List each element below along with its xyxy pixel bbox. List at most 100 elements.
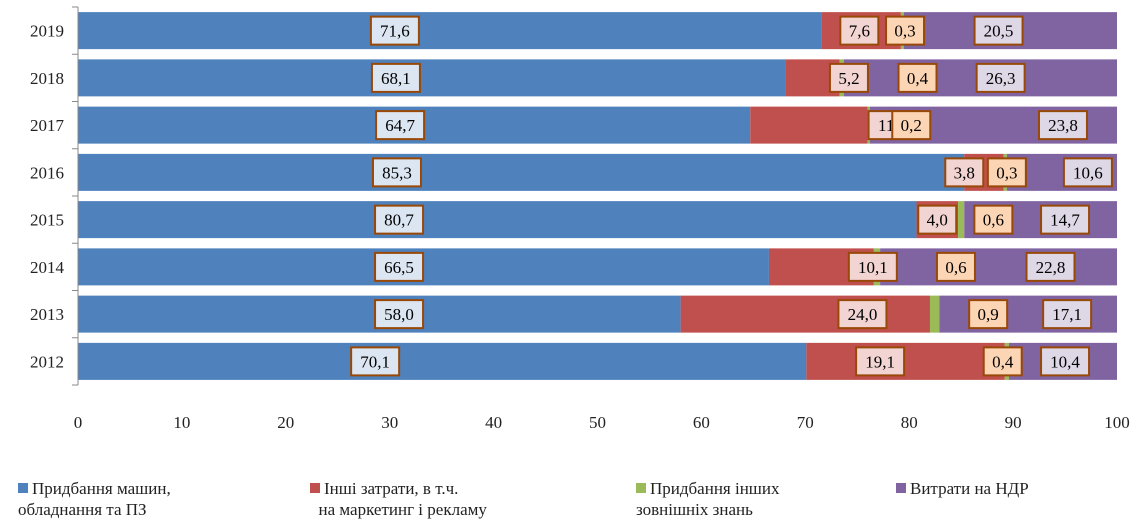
- category-label-2016: 2016: [30, 163, 64, 182]
- category-label-2014: 2014: [30, 258, 65, 277]
- data-label-s3-2013: 17,1: [1052, 305, 1082, 324]
- legend-swatch-rnd: [896, 483, 906, 493]
- data-label-box-s0-2013: [374, 299, 425, 330]
- data-label-box-s0-2012: [350, 346, 401, 377]
- category-label-2015: 2015: [30, 211, 64, 230]
- data-label-s1-2014: 10,1: [858, 258, 888, 277]
- data-label-box-s0-2017: [375, 110, 426, 141]
- x-tick-label-70: 70: [797, 413, 814, 432]
- data-label-s2-2018: 0,4: [907, 69, 929, 88]
- legend-item-rnd: Витрати на НДР: [896, 478, 1029, 499]
- data-label-s0-2019: 71,6: [380, 22, 410, 41]
- data-label-box-s1-2015: [917, 204, 958, 235]
- legend-label-external-knowledge: Придбання інших зовнішніх знань: [636, 479, 780, 519]
- category-label-2012: 2012: [30, 352, 64, 371]
- x-tick-label-60: 60: [693, 413, 710, 432]
- data-label-box-s0-2014: [374, 251, 425, 282]
- data-label-s3-2017: 23,8: [1048, 116, 1078, 135]
- data-label-box-s3-2012: [1040, 346, 1091, 377]
- data-label-box-s3-2015: [1040, 204, 1091, 235]
- bar-придбання-інших-2015: [958, 201, 965, 239]
- legend: Придбання машин, обладнання та ПЗ Інші з…: [0, 478, 1140, 528]
- data-label-box-s2-2013: [968, 299, 1009, 330]
- data-label-s3-2016: 10,6: [1073, 163, 1103, 182]
- bar-витрати-на-ндр-2014: [880, 248, 1117, 286]
- legend-swatch-other-costs: [310, 483, 320, 493]
- x-tick-label-100: 100: [1104, 413, 1130, 432]
- data-label-s2-2012: 0,4: [992, 352, 1014, 371]
- category-label-2017: 2017: [30, 116, 65, 135]
- x-tick-label-30: 30: [381, 413, 398, 432]
- data-label-s2-2015: 0,6: [983, 211, 1004, 230]
- data-label-box-s3-2018: [975, 62, 1026, 93]
- data-label-box-s2-2018: [897, 62, 938, 93]
- data-label-box-s1-2016: [944, 157, 985, 188]
- legend-item-machines: Придбання машин, обладнання та ПЗ: [18, 478, 171, 520]
- bar-придбання-машин-2012: [78, 342, 807, 380]
- data-label-s2-2019: 0,3: [894, 22, 915, 41]
- data-label-s1-2015: 4,0: [927, 211, 948, 230]
- data-label-box-s0-2016: [371, 157, 422, 188]
- data-label-box-s3-2017: [1037, 110, 1088, 141]
- data-labels-layer: 71,67,60,320,568,15,20,426,364,711,30,22…: [350, 15, 1113, 377]
- bar-придбання-машин-2016: [78, 153, 965, 191]
- data-label-s0-2017: 64,7: [385, 116, 415, 135]
- bar-придбання-машин-2019: [78, 12, 822, 50]
- data-label-box-s1-2013: [837, 299, 888, 330]
- data-label-box-s2-2014: [935, 251, 976, 282]
- stacked-bar-chart: 2019 2018 2017 2016 2015 2014 2013 2012 0 10 20 30 4…: [30, 6, 1130, 432]
- legend-label-other-costs: Інші затрати, в т.ч. на маркетинг і рекл…: [318, 479, 487, 519]
- x-tick-label-40: 40: [485, 413, 502, 432]
- data-label-s0-2016: 85,3: [382, 163, 412, 182]
- x-tick-label-80: 80: [901, 413, 918, 432]
- data-label-s0-2012: 70,1: [360, 352, 390, 371]
- bar-інші-затрати-в-т-ч-2017: [750, 106, 868, 144]
- data-label-s3-2018: 26,3: [986, 69, 1016, 88]
- data-label-s1-2019: 7,6: [849, 22, 870, 41]
- data-label-box-s1-2012: [855, 346, 906, 377]
- data-label-box-s1-2018: [828, 62, 869, 93]
- data-label-s3-2012: 10,4: [1050, 352, 1080, 371]
- data-label-s2-2016: 0,3: [996, 163, 1017, 182]
- x-tick-label-90: 90: [1005, 413, 1022, 432]
- data-label-box-s2-2012: [982, 346, 1023, 377]
- legend-item-external-knowledge: Придбання інших зовнішніх знань: [636, 478, 780, 520]
- category-label-2013: 2013: [30, 305, 64, 324]
- data-label-box-s2-2017: [891, 110, 932, 141]
- x-tick-label-50: 50: [589, 413, 606, 432]
- legend-swatch-external-knowledge: [636, 483, 646, 493]
- data-label-s1-2012: 19,1: [865, 352, 895, 371]
- category-label-2019: 2019: [30, 22, 64, 41]
- data-label-box-s0-2018: [370, 62, 421, 93]
- data-label-box-s1-2014: [847, 251, 898, 282]
- data-label-s1-2018: 5,2: [838, 69, 859, 88]
- data-label-box-s0-2015: [374, 204, 425, 235]
- data-label-s2-2013: 0,9: [978, 305, 999, 324]
- data-label-box-s3-2016: [1062, 157, 1113, 188]
- data-label-box-s3-2019: [973, 15, 1024, 46]
- data-label-box-s3-2013: [1042, 299, 1093, 330]
- x-tick-label-10: 10: [173, 413, 190, 432]
- data-label-box-s1-2019: [839, 15, 880, 46]
- data-label-s2-2017: 0,2: [901, 116, 922, 135]
- data-label-s1-2016: 3,8: [954, 163, 975, 182]
- data-label-s0-2018: 68,1: [381, 69, 411, 88]
- data-label-s3-2014: 22,8: [1036, 258, 1066, 277]
- data-label-s2-2014: 0,6: [945, 258, 966, 277]
- bar-інші-затрати-в-т-ч-2013: [680, 295, 930, 333]
- legend-label-machines: Придбання машин, обладнання та ПЗ: [18, 479, 171, 519]
- data-label-s3-2019: 20,5: [984, 22, 1014, 41]
- x-tick-label-20: 20: [277, 413, 294, 432]
- data-label-box-s3-2014: [1025, 251, 1076, 282]
- data-label-box-s2-2015: [973, 204, 1014, 235]
- data-label-s1-2013: 24,0: [848, 305, 878, 324]
- bar-інші-затрати-в-т-ч-2012: [806, 342, 1005, 380]
- axes-layer: 2019 2018 2017 2016 2015 2014 2013 2012 0 10 20 30 4…: [30, 6, 1130, 432]
- data-label-box-s0-2019: [369, 15, 420, 46]
- data-label-s0-2014: 66,5: [384, 258, 414, 277]
- legend-label-rnd: Витрати на НДР: [910, 479, 1029, 498]
- category-label-2018: 2018: [30, 69, 64, 88]
- bar-придбання-машин-2018: [78, 59, 786, 97]
- data-label-box-s2-2019: [885, 15, 926, 46]
- bars-layer: [78, 12, 1117, 380]
